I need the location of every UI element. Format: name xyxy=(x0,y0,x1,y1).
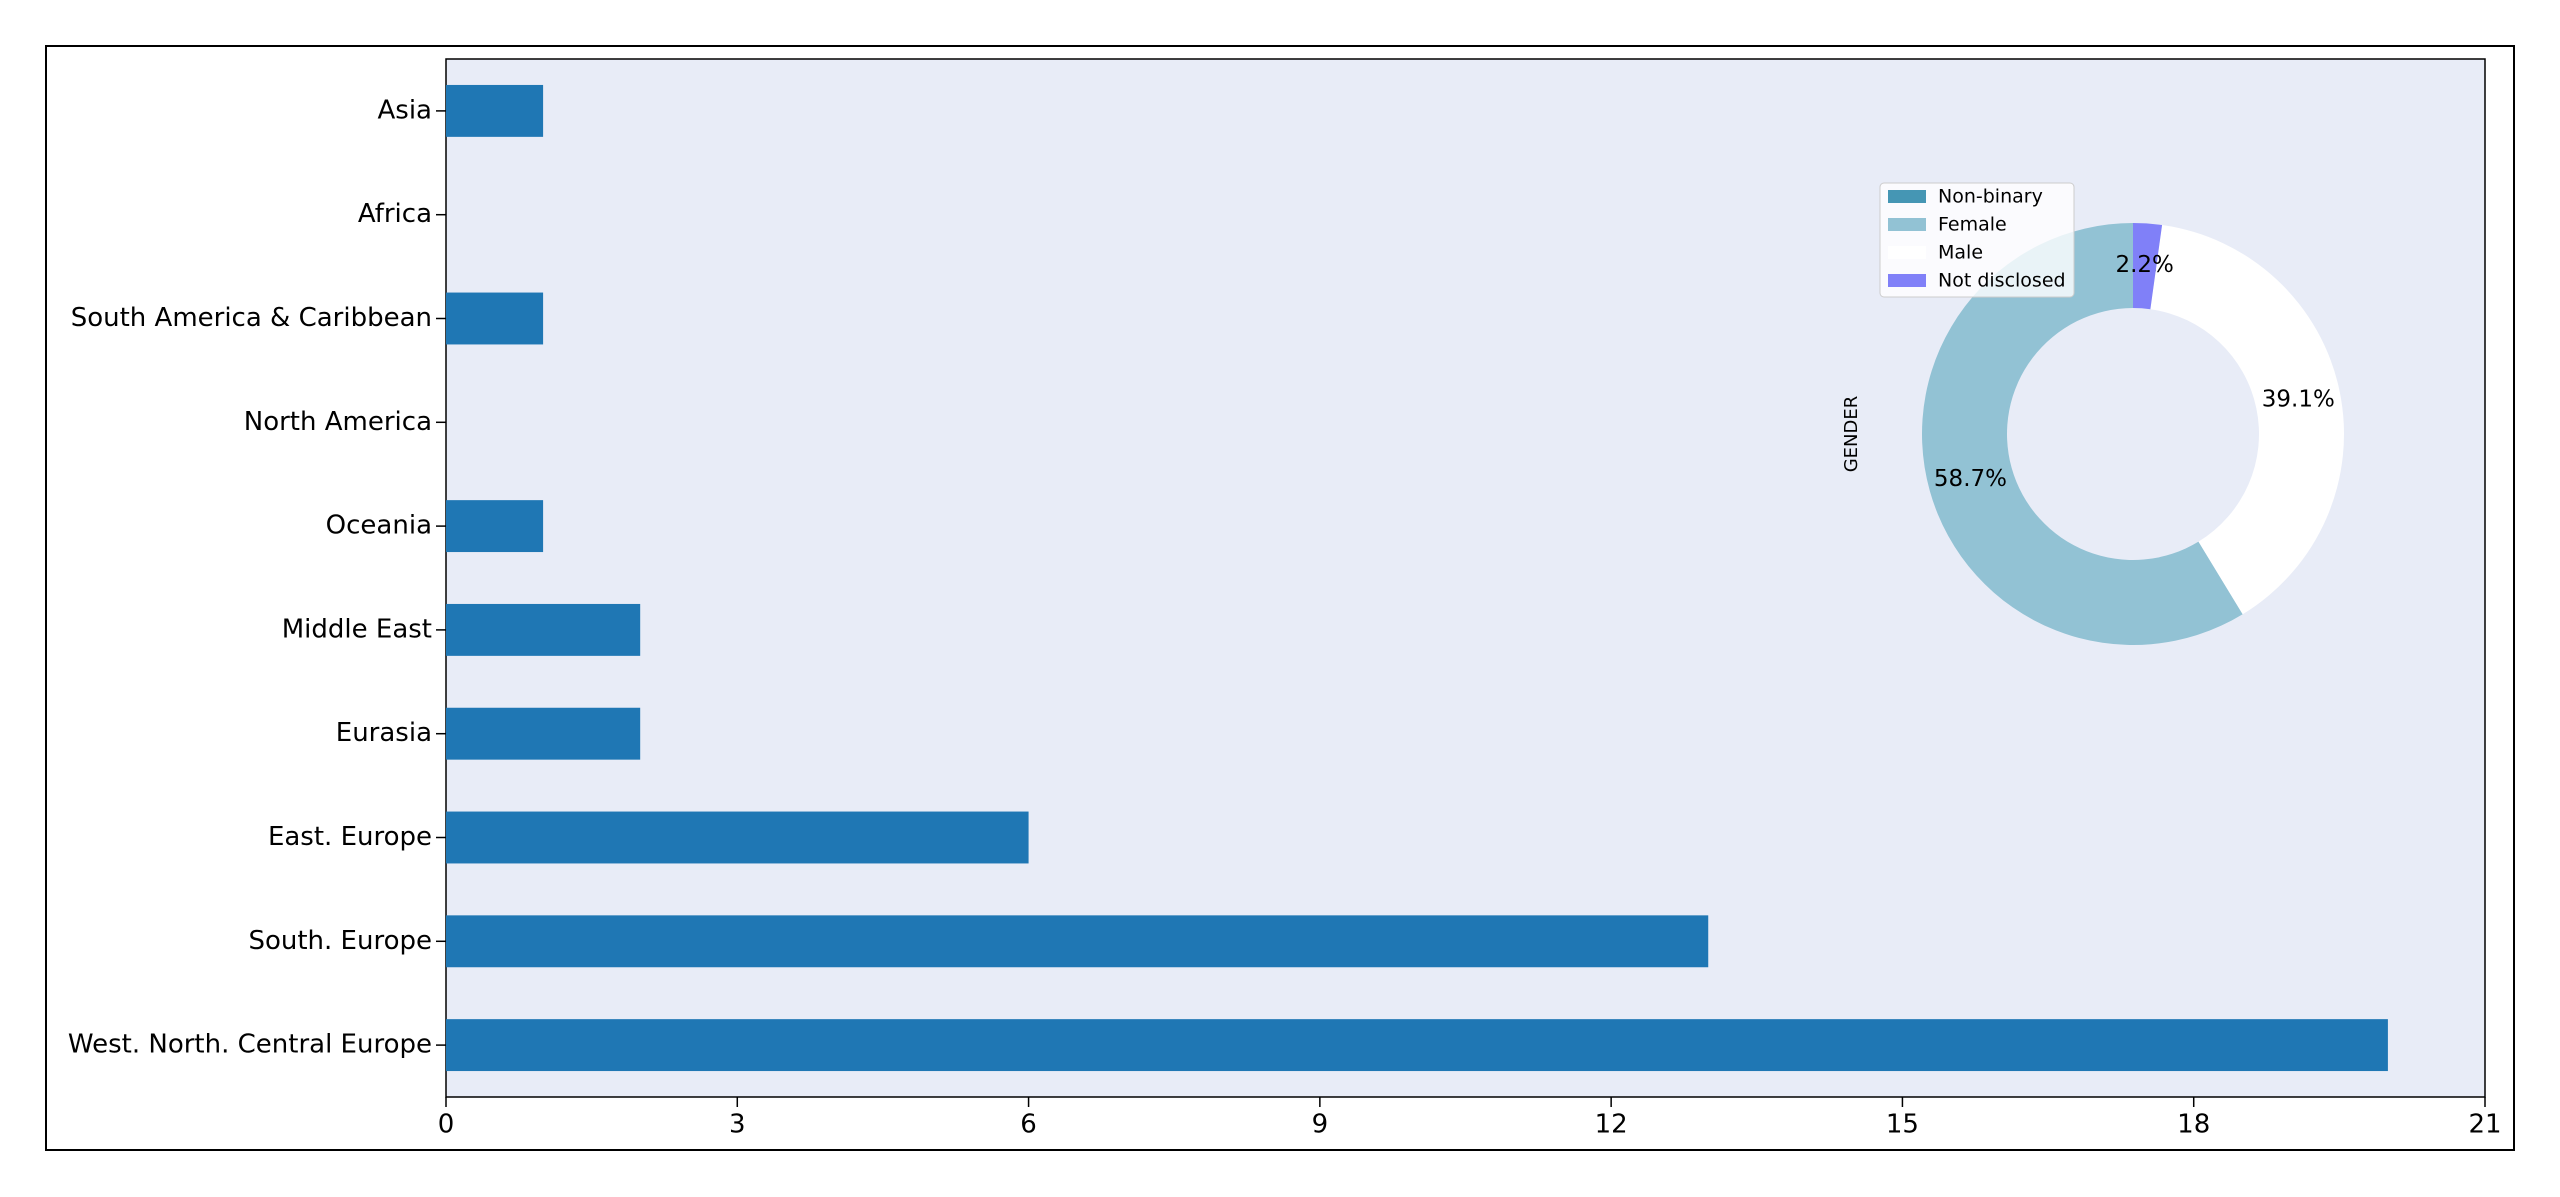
bar xyxy=(446,603,641,656)
x-tick-label: 3 xyxy=(729,1110,746,1140)
bar xyxy=(446,811,1029,864)
bar xyxy=(446,84,544,137)
y-tick-label: South America & Caribbean xyxy=(71,303,432,333)
bar xyxy=(446,707,641,760)
y-axis-label: GENDER xyxy=(1841,396,1862,473)
bar xyxy=(446,1019,2388,1072)
legend-label: Female xyxy=(1938,214,2007,236)
figure-frame xyxy=(45,45,2515,1151)
bar xyxy=(446,292,544,345)
y-tick-label: Eurasia xyxy=(336,718,432,748)
legend-swatch xyxy=(1888,246,1926,259)
slice-label: 2.2% xyxy=(2115,252,2173,278)
y-tick-label: West. North. Central Europe xyxy=(68,1030,432,1060)
donut-slice xyxy=(1922,223,2243,645)
y-tick-label: Asia xyxy=(378,95,433,125)
legend-swatch xyxy=(1888,190,1926,203)
legend-swatch xyxy=(1888,218,1926,231)
legend-box xyxy=(1879,182,2075,298)
x-tick-label: 18 xyxy=(2177,1110,2210,1140)
x-tick-label: 15 xyxy=(1886,1110,1919,1140)
x-tick-label: 6 xyxy=(1020,1110,1037,1140)
bar xyxy=(446,500,544,553)
slice-label: 39.1% xyxy=(2262,386,2335,412)
x-tick-label: 12 xyxy=(1595,1110,1628,1140)
y-tick-label: South. Europe xyxy=(248,926,432,956)
slice-label: 58.7% xyxy=(1934,466,2007,492)
y-tick-label: North America xyxy=(244,407,432,437)
y-tick-label: Africa xyxy=(358,199,432,229)
y-tick-label: East. Europe xyxy=(268,822,432,852)
x-tick-label: 0 xyxy=(438,1110,455,1140)
legend-label: Not disclosed xyxy=(1938,270,2066,292)
bar xyxy=(446,915,1709,968)
x-tick-label: 9 xyxy=(1312,1110,1329,1140)
legend-label: Male xyxy=(1938,242,1983,264)
y-tick-label: Oceania xyxy=(326,511,432,541)
donut-slice xyxy=(2150,225,2345,615)
legend-label: Non-binary xyxy=(1938,186,2043,208)
legend-swatch xyxy=(1888,274,1926,287)
x-tick-label: 21 xyxy=(2468,1110,2501,1140)
donut-slice xyxy=(2133,223,2163,310)
y-tick-label: Middle East xyxy=(282,614,432,644)
